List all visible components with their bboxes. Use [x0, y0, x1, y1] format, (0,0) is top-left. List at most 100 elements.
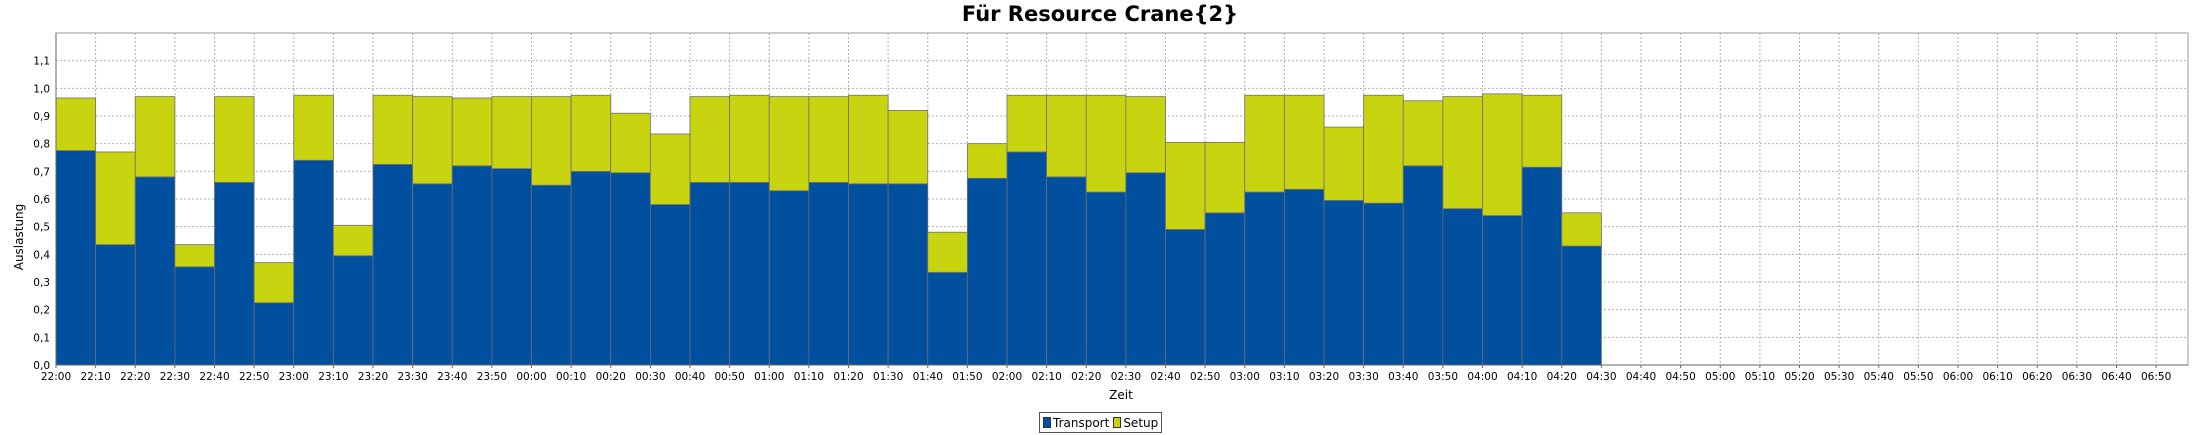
- bar-setup: [531, 96, 572, 186]
- x-tick-label: 05:20: [1784, 371, 1814, 383]
- bar-setup: [95, 151, 136, 246]
- x-tick-label: 05:50: [1903, 371, 1933, 383]
- bar-setup: [1363, 94, 1404, 204]
- x-tick-label: 02:20: [1071, 371, 1101, 383]
- bar-transport: [134, 176, 176, 366]
- y-tick-label: 0,1: [33, 332, 50, 344]
- bar-transport: [174, 266, 215, 366]
- x-tick-label: 04:30: [1586, 371, 1616, 383]
- x-tick-label: 02:00: [992, 371, 1022, 383]
- bar-setup: [966, 143, 1008, 179]
- x-tick-label: 22:10: [80, 371, 110, 383]
- bar-setup: [372, 94, 414, 165]
- x-tick-label: 05:00: [1705, 371, 1735, 383]
- y-tick-label: 0,3: [33, 277, 50, 289]
- bar-setup: [1085, 94, 1127, 193]
- x-tick-label: 03:50: [1428, 371, 1458, 383]
- bar-transport: [372, 164, 414, 366]
- x-tick-label: 22:50: [239, 371, 269, 383]
- bar-transport: [848, 183, 889, 366]
- bar-transport: [531, 184, 572, 366]
- x-tick-label: 06:00: [1943, 371, 1973, 383]
- bar-transport: [1283, 188, 1325, 366]
- x-tick-label: 04:00: [1467, 371, 1497, 383]
- x-tick-label: 00:20: [596, 371, 626, 383]
- bar-transport: [649, 204, 691, 366]
- x-tick-label: 02:50: [1190, 371, 1220, 383]
- bar-setup: [1521, 94, 1563, 168]
- bar-transport: [332, 255, 374, 366]
- bar-setup: [1442, 96, 1483, 210]
- legend-item-setup: Setup: [1113, 416, 1158, 430]
- bar-transport: [808, 181, 849, 366]
- x-tick-label: 04:10: [1507, 371, 1537, 383]
- x-tick-label: 05:10: [1745, 371, 1775, 383]
- x-tick-label: 06:20: [2022, 371, 2052, 383]
- x-tick-label: 04:20: [1547, 371, 1577, 383]
- bar-setup: [293, 94, 334, 161]
- bar-setup: [55, 97, 97, 151]
- bar-setup: [808, 96, 849, 183]
- bar-transport: [1402, 165, 1444, 366]
- x-tick-label: 22:30: [160, 371, 190, 383]
- x-tick-label: 23:20: [358, 371, 388, 383]
- y-tick-label: 1,1: [33, 56, 50, 68]
- x-tick-label: 00:00: [516, 371, 546, 383]
- x-tick-label: 23:40: [437, 371, 467, 383]
- x-tick-label: 00:10: [556, 371, 586, 383]
- bar-setup: [214, 96, 255, 183]
- y-axis-label: Auslastung: [12, 204, 26, 271]
- bar-transport: [927, 271, 968, 366]
- bar-setup: [1244, 94, 1285, 193]
- bar-transport: [95, 244, 136, 366]
- bar-transport: [1046, 176, 1087, 366]
- legend: Transport Setup: [1039, 412, 1163, 433]
- y-tick-label: 0,2: [33, 305, 50, 317]
- bar-transport: [1006, 151, 1048, 366]
- bar-transport: [689, 181, 731, 366]
- bar-transport: [1363, 202, 1404, 366]
- bar-transport: [1521, 166, 1563, 366]
- bar-transport: [214, 181, 255, 366]
- bar-setup: [887, 110, 929, 185]
- y-tick-label: 0,8: [33, 139, 50, 151]
- x-tick-label: 00:40: [675, 371, 705, 383]
- y-tick-label: 0,4: [33, 249, 50, 261]
- bar-transport: [293, 159, 334, 366]
- x-tick-label: 03:00: [1230, 371, 1260, 383]
- bar-transport: [55, 150, 97, 366]
- bar-transport: [768, 190, 810, 366]
- x-tick-label: 02:10: [1031, 371, 1061, 383]
- bar-setup: [689, 96, 731, 183]
- x-tick-label: 06:40: [2101, 371, 2131, 383]
- bar-setup: [1323, 126, 1365, 201]
- x-tick-label: 23:00: [279, 371, 309, 383]
- legend-label-setup: Setup: [1123, 415, 1159, 430]
- x-tick-label: 04:50: [1665, 371, 1695, 383]
- x-tick-label: 02:40: [1150, 371, 1180, 383]
- y-tick-label: 0,7: [33, 166, 50, 178]
- x-tick-label: 01:00: [754, 371, 784, 383]
- x-tick-label: 00:50: [714, 371, 744, 383]
- bar-transport: [1244, 191, 1285, 366]
- legend-label-transport: Transport: [1053, 415, 1110, 430]
- bar-setup: [927, 231, 968, 273]
- y-tick-label: 0,5: [33, 222, 50, 234]
- bar-setup: [1561, 212, 1602, 247]
- bar-transport: [412, 183, 453, 366]
- x-tick-label: 03:20: [1309, 371, 1339, 383]
- bar-setup: [570, 94, 612, 172]
- bar-setup: [1283, 94, 1325, 190]
- x-tick-label: 03:10: [1269, 371, 1299, 383]
- x-tick-label: 22:00: [41, 371, 71, 383]
- bar-setup: [134, 96, 176, 178]
- x-tick-label: 01:40: [913, 371, 943, 383]
- legend-swatch-transport: [1043, 417, 1051, 428]
- x-tick-label: 01:30: [873, 371, 903, 383]
- bar-setup: [253, 262, 295, 304]
- y-tick-label: 0,6: [33, 194, 50, 206]
- bar-transport: [1204, 212, 1246, 366]
- bar-transport: [887, 183, 929, 366]
- x-tick-label: 22:20: [120, 371, 150, 383]
- x-tick-label: 04:40: [1626, 371, 1656, 383]
